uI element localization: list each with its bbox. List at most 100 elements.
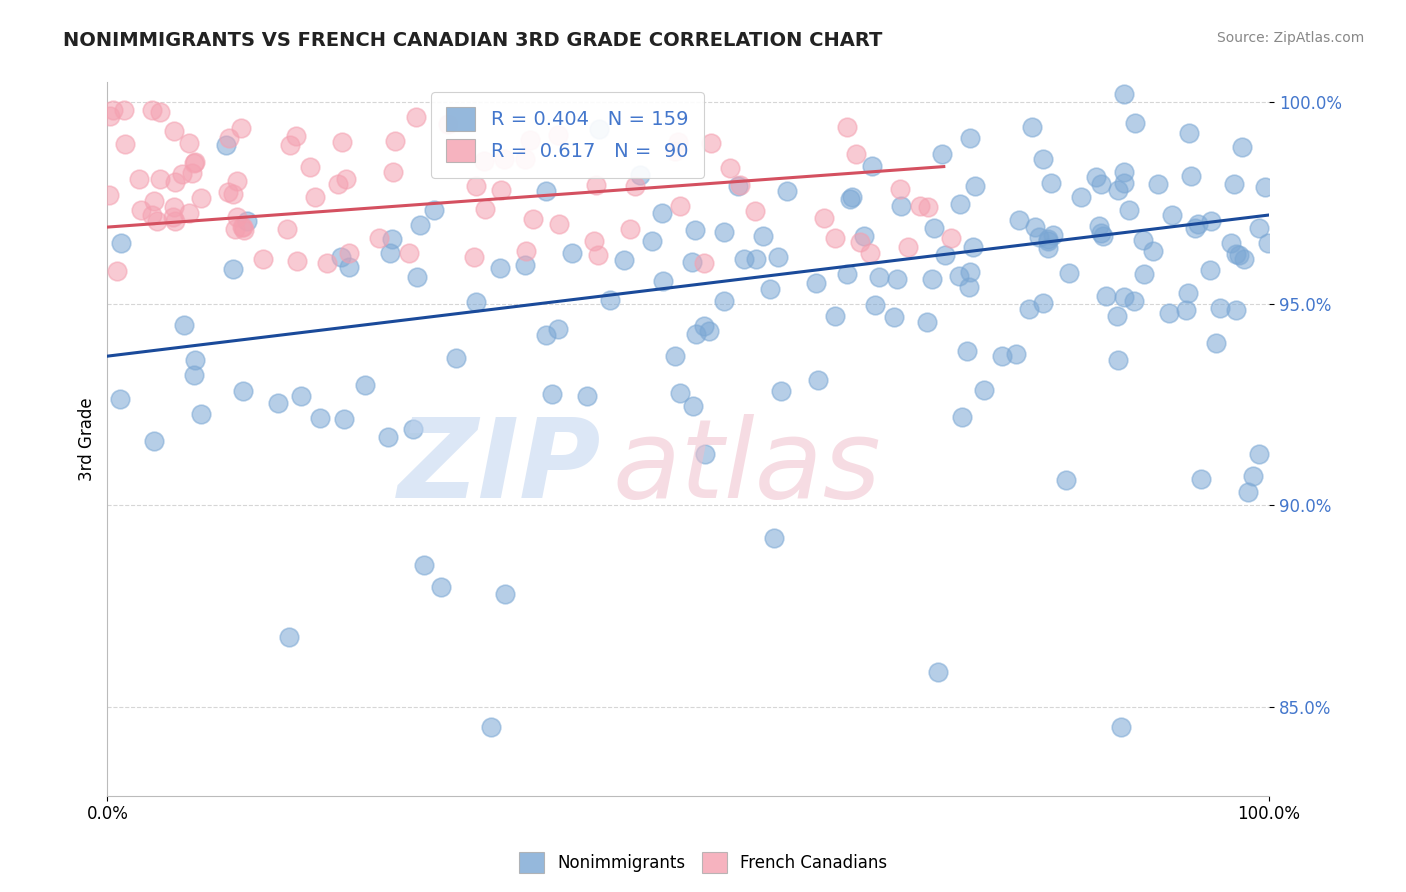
Point — [488, 260, 510, 275]
Point — [991, 349, 1014, 363]
Point — [143, 434, 166, 449]
Point — [335, 172, 357, 186]
Point — [276, 222, 298, 236]
Point — [285, 128, 308, 143]
Point — [233, 223, 256, 237]
Point — [1247, 221, 1270, 235]
Point — [588, 121, 610, 136]
Point — [337, 245, 360, 260]
Point — [190, 191, 212, 205]
Point — [1088, 219, 1111, 234]
Point — [1032, 296, 1054, 310]
Point — [547, 128, 569, 142]
Point — [377, 430, 399, 444]
Point — [231, 220, 253, 235]
Point — [1042, 227, 1064, 242]
Point — [824, 231, 846, 245]
Point — [835, 267, 858, 281]
Point — [941, 230, 963, 244]
Point — [409, 218, 432, 232]
Point — [422, 202, 444, 217]
Point — [1038, 232, 1060, 246]
Point — [576, 389, 599, 403]
Point — [465, 178, 488, 193]
Point — [1112, 165, 1135, 179]
Point — [763, 531, 786, 545]
Point — [853, 228, 876, 243]
Point — [1247, 447, 1270, 461]
Point — [98, 109, 121, 123]
Point — [183, 156, 205, 170]
Point — [886, 272, 908, 286]
Point — [381, 232, 404, 246]
Point — [1233, 252, 1256, 266]
Point — [733, 252, 755, 267]
Point — [513, 258, 536, 272]
Y-axis label: 3rd Grade: 3rd Grade — [79, 397, 96, 481]
Point — [908, 199, 931, 213]
Point — [547, 322, 569, 336]
Point — [384, 134, 406, 148]
Point — [437, 117, 460, 131]
Point — [599, 293, 621, 307]
Point — [97, 187, 120, 202]
Point — [326, 178, 349, 192]
Point — [921, 272, 943, 286]
Point — [378, 245, 401, 260]
Point — [1236, 485, 1258, 500]
Point — [405, 111, 427, 125]
Point — [697, 325, 720, 339]
Point — [1178, 126, 1201, 140]
Point — [398, 246, 420, 260]
Point — [1028, 230, 1050, 244]
Legend: Nonimmigrants, French Canadians: Nonimmigrants, French Canadians — [512, 846, 894, 880]
Point — [1090, 178, 1112, 192]
Point — [1189, 472, 1212, 486]
Point — [1090, 227, 1112, 241]
Point — [1142, 244, 1164, 259]
Point — [813, 211, 835, 225]
Point — [309, 411, 332, 425]
Point — [865, 298, 887, 312]
Point — [922, 221, 945, 235]
Point — [472, 153, 495, 168]
Point — [1133, 267, 1156, 281]
Point — [165, 175, 187, 189]
Point — [229, 121, 252, 136]
Point — [744, 203, 766, 218]
Point — [824, 309, 846, 323]
Point — [1257, 236, 1279, 251]
Point — [215, 137, 238, 152]
Point — [1036, 234, 1059, 248]
Point — [183, 353, 205, 368]
Point — [727, 178, 749, 193]
Point — [692, 319, 714, 334]
Point — [759, 282, 782, 296]
Point — [628, 168, 651, 182]
Point — [1070, 190, 1092, 204]
Point — [267, 396, 290, 410]
Point — [641, 234, 664, 248]
Point — [534, 327, 557, 342]
Point — [1146, 177, 1168, 191]
Point — [934, 248, 956, 262]
Point — [149, 172, 172, 186]
Point — [141, 208, 163, 222]
Point — [290, 389, 312, 403]
Point — [613, 252, 636, 267]
Point — [586, 248, 609, 262]
Point — [1107, 310, 1129, 324]
Point — [222, 261, 245, 276]
Point — [1024, 220, 1046, 235]
Point — [807, 373, 830, 387]
Point — [1225, 247, 1247, 261]
Point — [172, 167, 194, 181]
Point — [927, 665, 949, 679]
Point — [1004, 347, 1026, 361]
Point — [494, 587, 516, 601]
Point — [1241, 469, 1264, 483]
Point — [367, 231, 389, 245]
Point — [769, 384, 792, 398]
Point — [232, 384, 254, 399]
Point — [1225, 302, 1247, 317]
